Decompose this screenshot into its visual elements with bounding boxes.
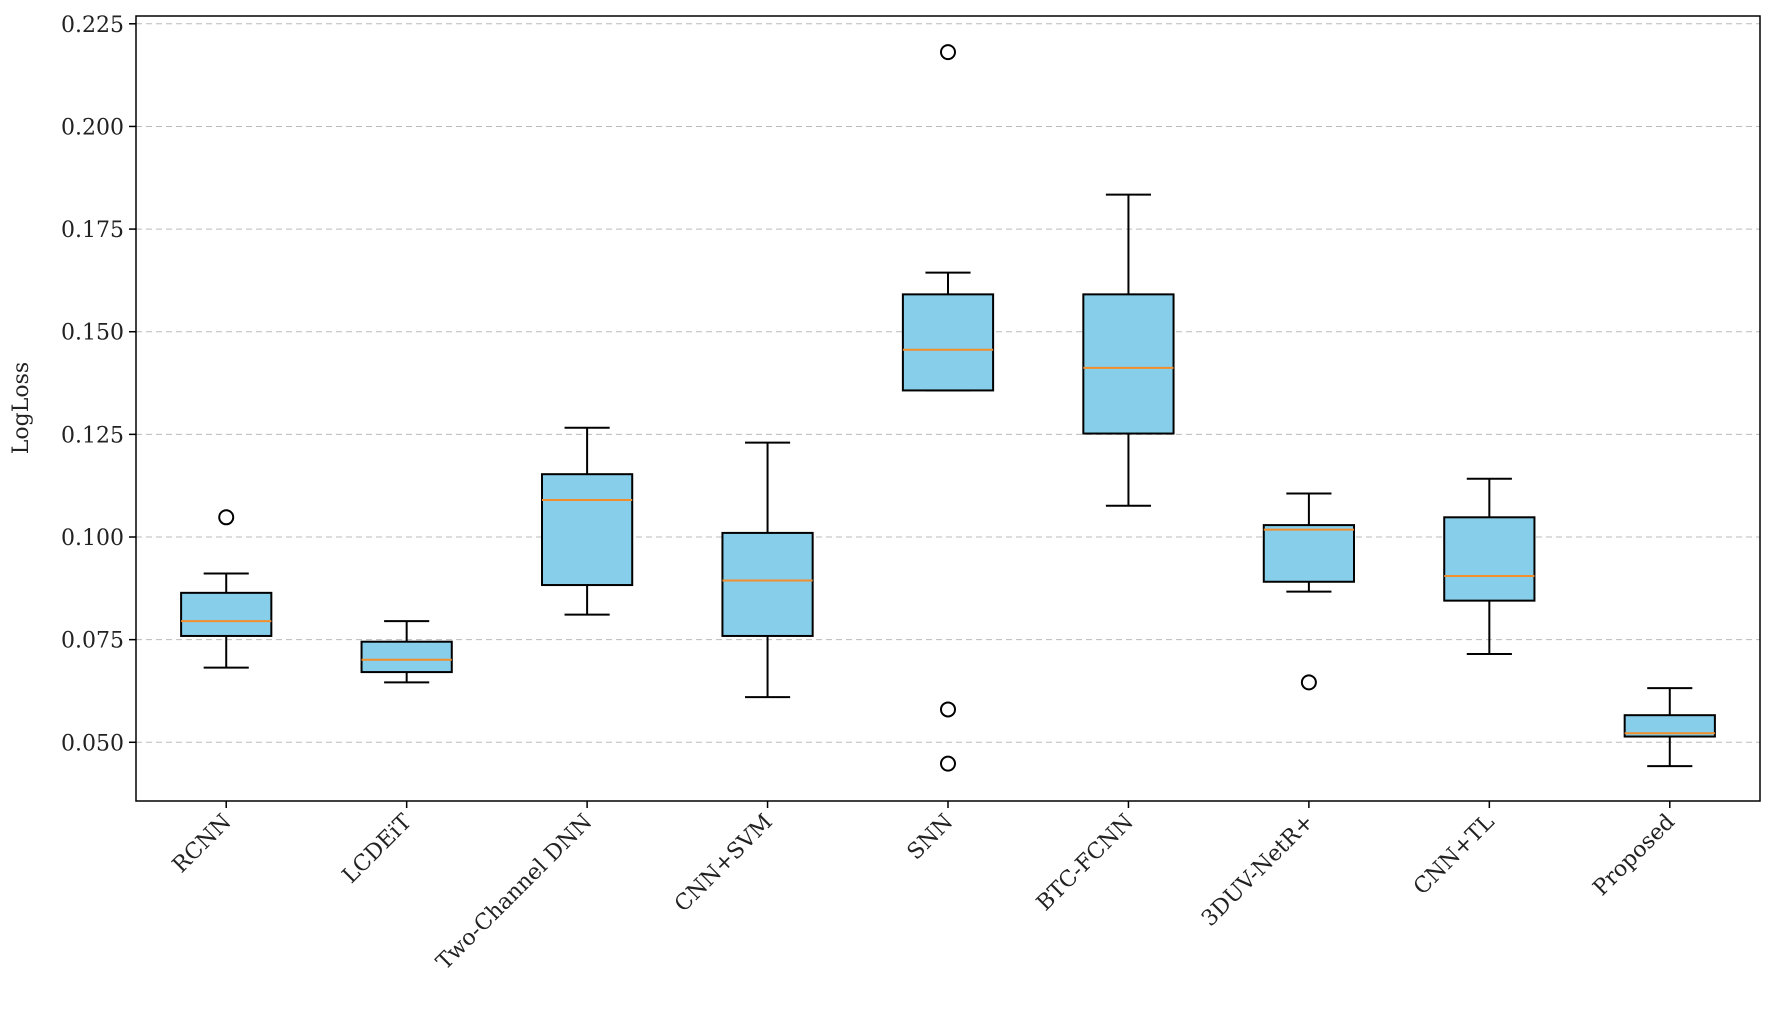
flier <box>940 755 956 772</box>
y-tick-label: 0.125 <box>61 423 124 448</box>
y-tick-label: 0.050 <box>61 731 124 756</box>
y-tick-label: 0.150 <box>61 321 124 346</box>
x-tick-label: Two-Channel DNN <box>432 810 597 975</box>
box <box>1082 293 1175 435</box>
flier <box>940 44 956 61</box>
box <box>721 531 814 637</box>
y-tick-label: 0.175 <box>61 218 124 243</box>
x-tick-label: 3DUV-NetR+ <box>1197 810 1319 932</box>
box <box>541 473 634 587</box>
plot-frame <box>135 15 1761 802</box>
flier <box>940 701 956 718</box>
y-tick-label: 0.100 <box>61 526 124 551</box>
x-tick-label: SNN <box>903 810 959 866</box>
box <box>901 293 995 392</box>
box <box>1262 524 1356 583</box>
x-tick-label: CNN+SVM <box>670 810 778 918</box>
box <box>1623 714 1716 738</box>
y-tick-label: 0.225 <box>61 13 124 38</box>
x-tick-label: LCDEiT <box>338 809 417 888</box>
flier <box>218 509 235 526</box>
x-tick-label: RCNN <box>168 810 237 879</box>
y-tick-label: 0.200 <box>61 115 124 140</box>
box <box>1443 516 1536 602</box>
box <box>360 640 453 674</box>
y-tick-label: 0.075 <box>61 629 124 654</box>
flier <box>1300 674 1317 691</box>
x-tick-label: BTC-FCNN <box>1032 810 1139 917</box>
x-tick-label: CNN+TL <box>1409 809 1500 900</box>
y-axis-label: LogLoss <box>9 362 34 454</box>
box <box>180 591 273 637</box>
x-tick-label: Proposed <box>1589 810 1680 901</box>
